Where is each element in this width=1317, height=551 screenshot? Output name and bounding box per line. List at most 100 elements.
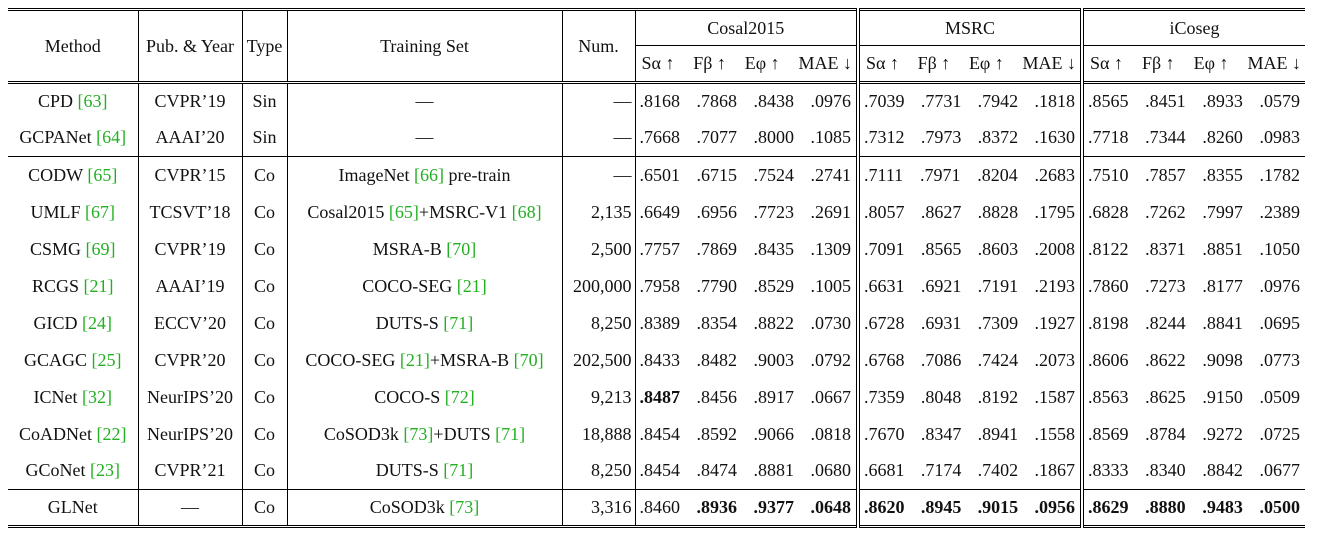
metric-value: .7971 <box>919 164 961 185</box>
metric-values: .6681 .7174 .7402 .1867 <box>863 460 1077 481</box>
num-cell: 3,316 <box>562 489 636 527</box>
metric-value: .0509 <box>1259 386 1300 407</box>
metric-value: .8936 <box>696 497 738 517</box>
metric-value: .9015 <box>977 497 1019 517</box>
method-cell: CSMG [69] <box>8 230 139 268</box>
metric-value: .1558 <box>1034 423 1075 444</box>
metric-value: .8629 <box>1088 497 1129 517</box>
metric-value: .0976 <box>1259 275 1300 296</box>
num-cell: 9,213 <box>562 378 636 416</box>
training-set-name: — <box>415 127 434 148</box>
metric-value: .9483 <box>1202 497 1243 517</box>
type-value: Co <box>253 275 275 296</box>
table-row: CSMG [69] CVPR’19 Co MSRA-B [70] 2,500 .7757.… <box>8 230 1305 268</box>
type-value: Co <box>253 238 275 259</box>
metric-values: .8333 .8340 .8842 .0677 <box>1087 460 1302 481</box>
metric-value: .7359 <box>864 386 905 407</box>
type-cell: Co <box>242 230 288 268</box>
training-set-name: COCO-SEG <box>305 349 400 370</box>
metric-value: .0648 <box>810 497 852 517</box>
metric-value: .8851 <box>1202 238 1243 259</box>
metric-header-1: Fβ ↑ <box>693 53 726 73</box>
metric-value: .8177 <box>1202 275 1243 296</box>
pub-year: CVPR’19 <box>154 238 226 259</box>
metric-values: .6631 .6921 .7191 .2193 <box>863 276 1077 297</box>
metric-value: .7111 <box>864 164 904 185</box>
training-set-cell: COCO-S [72] <box>287 378 563 416</box>
metric-value: .6768 <box>864 349 905 370</box>
metrics-icoseg-cell: .7510 .7857 .8355 .1782 <box>1082 157 1305 194</box>
metric-value: .7039 <box>864 91 905 112</box>
metric-values: .8122 .8371 .8851 .1050 <box>1087 239 1302 260</box>
pub-year-cell: CVPR’21 <box>138 452 243 490</box>
metric-values: .8168 .7868 .8438 .0976 <box>639 91 854 112</box>
metric-value: .7524 <box>753 164 795 185</box>
training-set-cell: DUTS-S [71] <box>287 452 563 490</box>
metric-values: .8198 .8244 .8841 .0695 <box>1087 313 1302 334</box>
metric-value: .1630 <box>1034 127 1075 148</box>
metrics-msrc-cell: .7312 .7973 .8372 .1630 <box>858 119 1084 157</box>
metric-values: .7668 .7077 .8000 .1085 <box>639 127 854 148</box>
metric-values: .8057 .8627 .8828 .1795 <box>863 202 1077 223</box>
pub-year-cell: CVPR’19 <box>138 230 243 268</box>
pub-year-cell: CVPR’19 <box>138 82 243 120</box>
metrics-msrc-cell: .6631 .6921 .7191 .2193 <box>858 267 1084 305</box>
num-value: — <box>613 91 632 112</box>
comparison-table: Method Pub. & Year Type Training Set Num… <box>8 8 1305 528</box>
metric-value: .8433 <box>639 349 681 370</box>
metric-values: .8487 .8456 .8917 .0667 <box>639 387 854 408</box>
type-cell: Co <box>242 452 288 490</box>
metric-value: .8482 <box>696 349 738 370</box>
metric-value: .7174 <box>920 460 962 481</box>
metric-value: .6931 <box>920 312 962 333</box>
metrics-msrc-cell: .8057 .8627 .8828 .1795 <box>858 193 1084 231</box>
table-row: UMLF [67] TCSVT’18 Co Cosal2015 [65]+MSRC-V… <box>8 193 1305 231</box>
metrics-cosal-cell: .7668 .7077 .8000 .1085 <box>635 119 860 157</box>
metric-value: .9377 <box>753 497 795 517</box>
num-cell: 8,250 <box>562 304 636 342</box>
pub-year: CVPR’20 <box>154 349 226 370</box>
metric-value: .7718 <box>1088 127 1129 148</box>
metric-value: .8454 <box>639 423 681 444</box>
method-name: GLNet <box>47 497 98 517</box>
metric-value: .8917 <box>753 386 795 407</box>
table-row: GLNet — Co CoSOD3k [73] 3,316 .8460 .8936 .9377… <box>8 489 1305 527</box>
metric-value: .8474 <box>696 460 738 481</box>
type-value: Sin <box>252 91 277 112</box>
metric-values: .7091 .8565 .8603 .2008 <box>863 239 1077 260</box>
metric-value: .7273 <box>1145 275 1186 296</box>
metric-value: .8354 <box>696 312 738 333</box>
metric-value: .8355 <box>1202 164 1243 185</box>
header-metrics-icoseg: Sα ↑ Fβ ↑ Eφ ↑ MAE ↓ <box>1082 45 1305 83</box>
header-type: Type <box>242 9 288 83</box>
header-pub-year: Pub. & Year <box>138 9 243 83</box>
metric-value: .1050 <box>1259 238 1300 259</box>
citation-link: [64] <box>96 127 127 148</box>
training-set-cell: DUTS-S [71] <box>287 304 563 342</box>
method-name: GCoNet <box>25 460 86 481</box>
citation-link: [65] <box>388 201 419 222</box>
num-cell: 18,888 <box>562 415 636 453</box>
metric-values: .6649 .6956 .7723 .2691 <box>639 202 854 223</box>
training-set-cell: — <box>287 82 563 120</box>
metrics-msrc-cell: .6728 .6931 .7309 .1927 <box>858 304 1084 342</box>
metric-value: .7723 <box>753 201 795 222</box>
metric-values: .8460 .8936 .9377 .0648 <box>639 497 854 518</box>
method-cell: CoADNet [22] <box>8 415 139 453</box>
metric-value: .7857 <box>1145 164 1186 185</box>
training-set-name: DUTS-S <box>375 312 444 333</box>
type-value: Co <box>253 164 275 185</box>
metric-value: .6631 <box>864 275 905 296</box>
pub-year-cell: AAAI’19 <box>138 267 243 305</box>
training-set-cell: Cosal2015 [65]+MSRC-V1 [68] <box>287 193 563 231</box>
citation-link: [66] <box>414 164 444 185</box>
type-value: Sin <box>252 127 277 148</box>
metric-values: .8629 .8880 .9483 .0500 <box>1087 497 1302 518</box>
metrics-icoseg-cell: .7718 .7344 .8260 .0983 <box>1082 120 1305 157</box>
metric-value: .0695 <box>1259 312 1300 333</box>
metric-values: .8606 .8622 .9098 .0773 <box>1087 350 1302 371</box>
metrics-msrc-cell: .6768 .7086 .7424 .2073 <box>858 341 1084 379</box>
metric-value: .8945 <box>920 497 962 517</box>
metric-value: .8784 <box>1145 423 1186 444</box>
citation-link: [23] <box>90 460 120 481</box>
